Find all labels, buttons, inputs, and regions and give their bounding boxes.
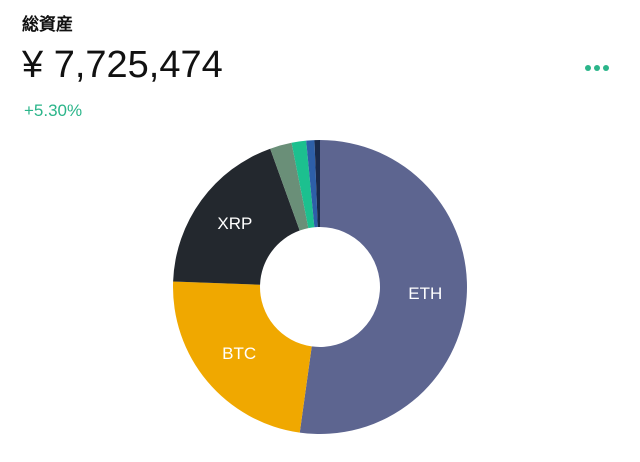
dot[interactable]	[594, 65, 600, 71]
donut-slice	[306, 140, 318, 228]
donut-slice	[270, 142, 309, 231]
donut-slice	[314, 140, 320, 228]
slice-label: BTC	[222, 344, 256, 363]
donut-slice	[173, 148, 300, 285]
donut-slice	[291, 140, 315, 229]
title: 総資産	[22, 15, 73, 35]
more-menu[interactable]	[585, 65, 609, 71]
donut-slice	[299, 140, 467, 434]
dot[interactable]	[585, 65, 591, 71]
donut-slice	[173, 281, 312, 433]
dot[interactable]	[603, 65, 609, 71]
slice-label: ETH	[408, 284, 442, 303]
total-assets: ¥ 7,725,474	[22, 44, 223, 86]
slice-label: XRP	[217, 214, 252, 233]
change-rate: +5.30%	[24, 101, 83, 120]
